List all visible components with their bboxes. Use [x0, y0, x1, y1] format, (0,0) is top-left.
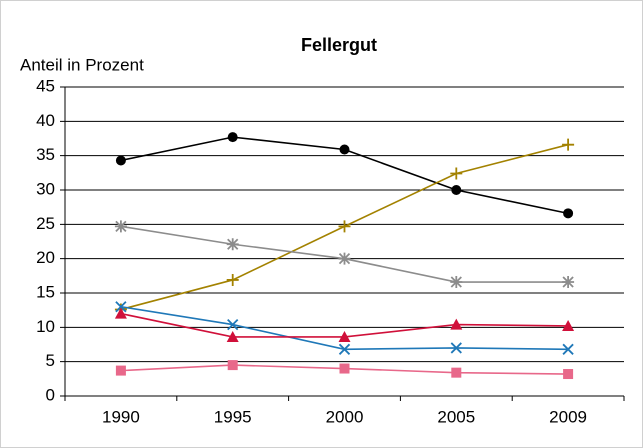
marker — [114, 220, 127, 233]
marker — [338, 220, 351, 233]
y-tick-label: 20 — [36, 248, 55, 267]
marker — [115, 301, 127, 313]
marker — [562, 138, 575, 151]
marker — [115, 155, 126, 166]
marker — [450, 342, 462, 354]
marker — [450, 276, 463, 289]
y-tick-label: 5 — [46, 351, 55, 370]
marker — [226, 273, 239, 286]
marker — [338, 343, 351, 355]
x-tick-label: 2000 — [326, 407, 364, 426]
x-tick-label: 1990 — [102, 407, 140, 426]
marker — [450, 318, 463, 330]
marker — [338, 252, 351, 265]
marker — [226, 330, 239, 342]
marker — [562, 343, 574, 355]
chart-title: Fellergut — [301, 35, 377, 55]
marker — [563, 208, 574, 219]
x-tick-label: 1995 — [214, 407, 252, 426]
marker — [115, 365, 126, 376]
y-tick-label: 25 — [36, 214, 55, 233]
marker — [451, 185, 462, 195]
marker — [339, 144, 350, 155]
marker — [339, 363, 350, 374]
y-tick-label: 45 — [36, 76, 55, 95]
y-tick-label: 0 — [46, 385, 55, 404]
x-tick-label: 2009 — [549, 407, 587, 426]
marker — [451, 367, 462, 378]
marker — [563, 369, 574, 380]
y-axis-label: Anteil in Prozent — [20, 55, 144, 74]
marker — [227, 360, 238, 371]
marker — [562, 276, 575, 289]
marker — [226, 238, 239, 251]
marker — [114, 307, 127, 319]
marker — [227, 318, 239, 331]
marker — [562, 319, 575, 331]
y-tick-label: 35 — [36, 145, 55, 164]
y-tick-label: 40 — [36, 111, 55, 130]
x-tick-label: 2005 — [437, 407, 475, 426]
y-tick-label: 30 — [36, 179, 55, 198]
y-tick-label: 10 — [36, 317, 55, 336]
marker — [450, 167, 463, 180]
y-tick-label: 15 — [36, 282, 55, 301]
marker — [227, 132, 238, 143]
marker — [338, 330, 351, 342]
